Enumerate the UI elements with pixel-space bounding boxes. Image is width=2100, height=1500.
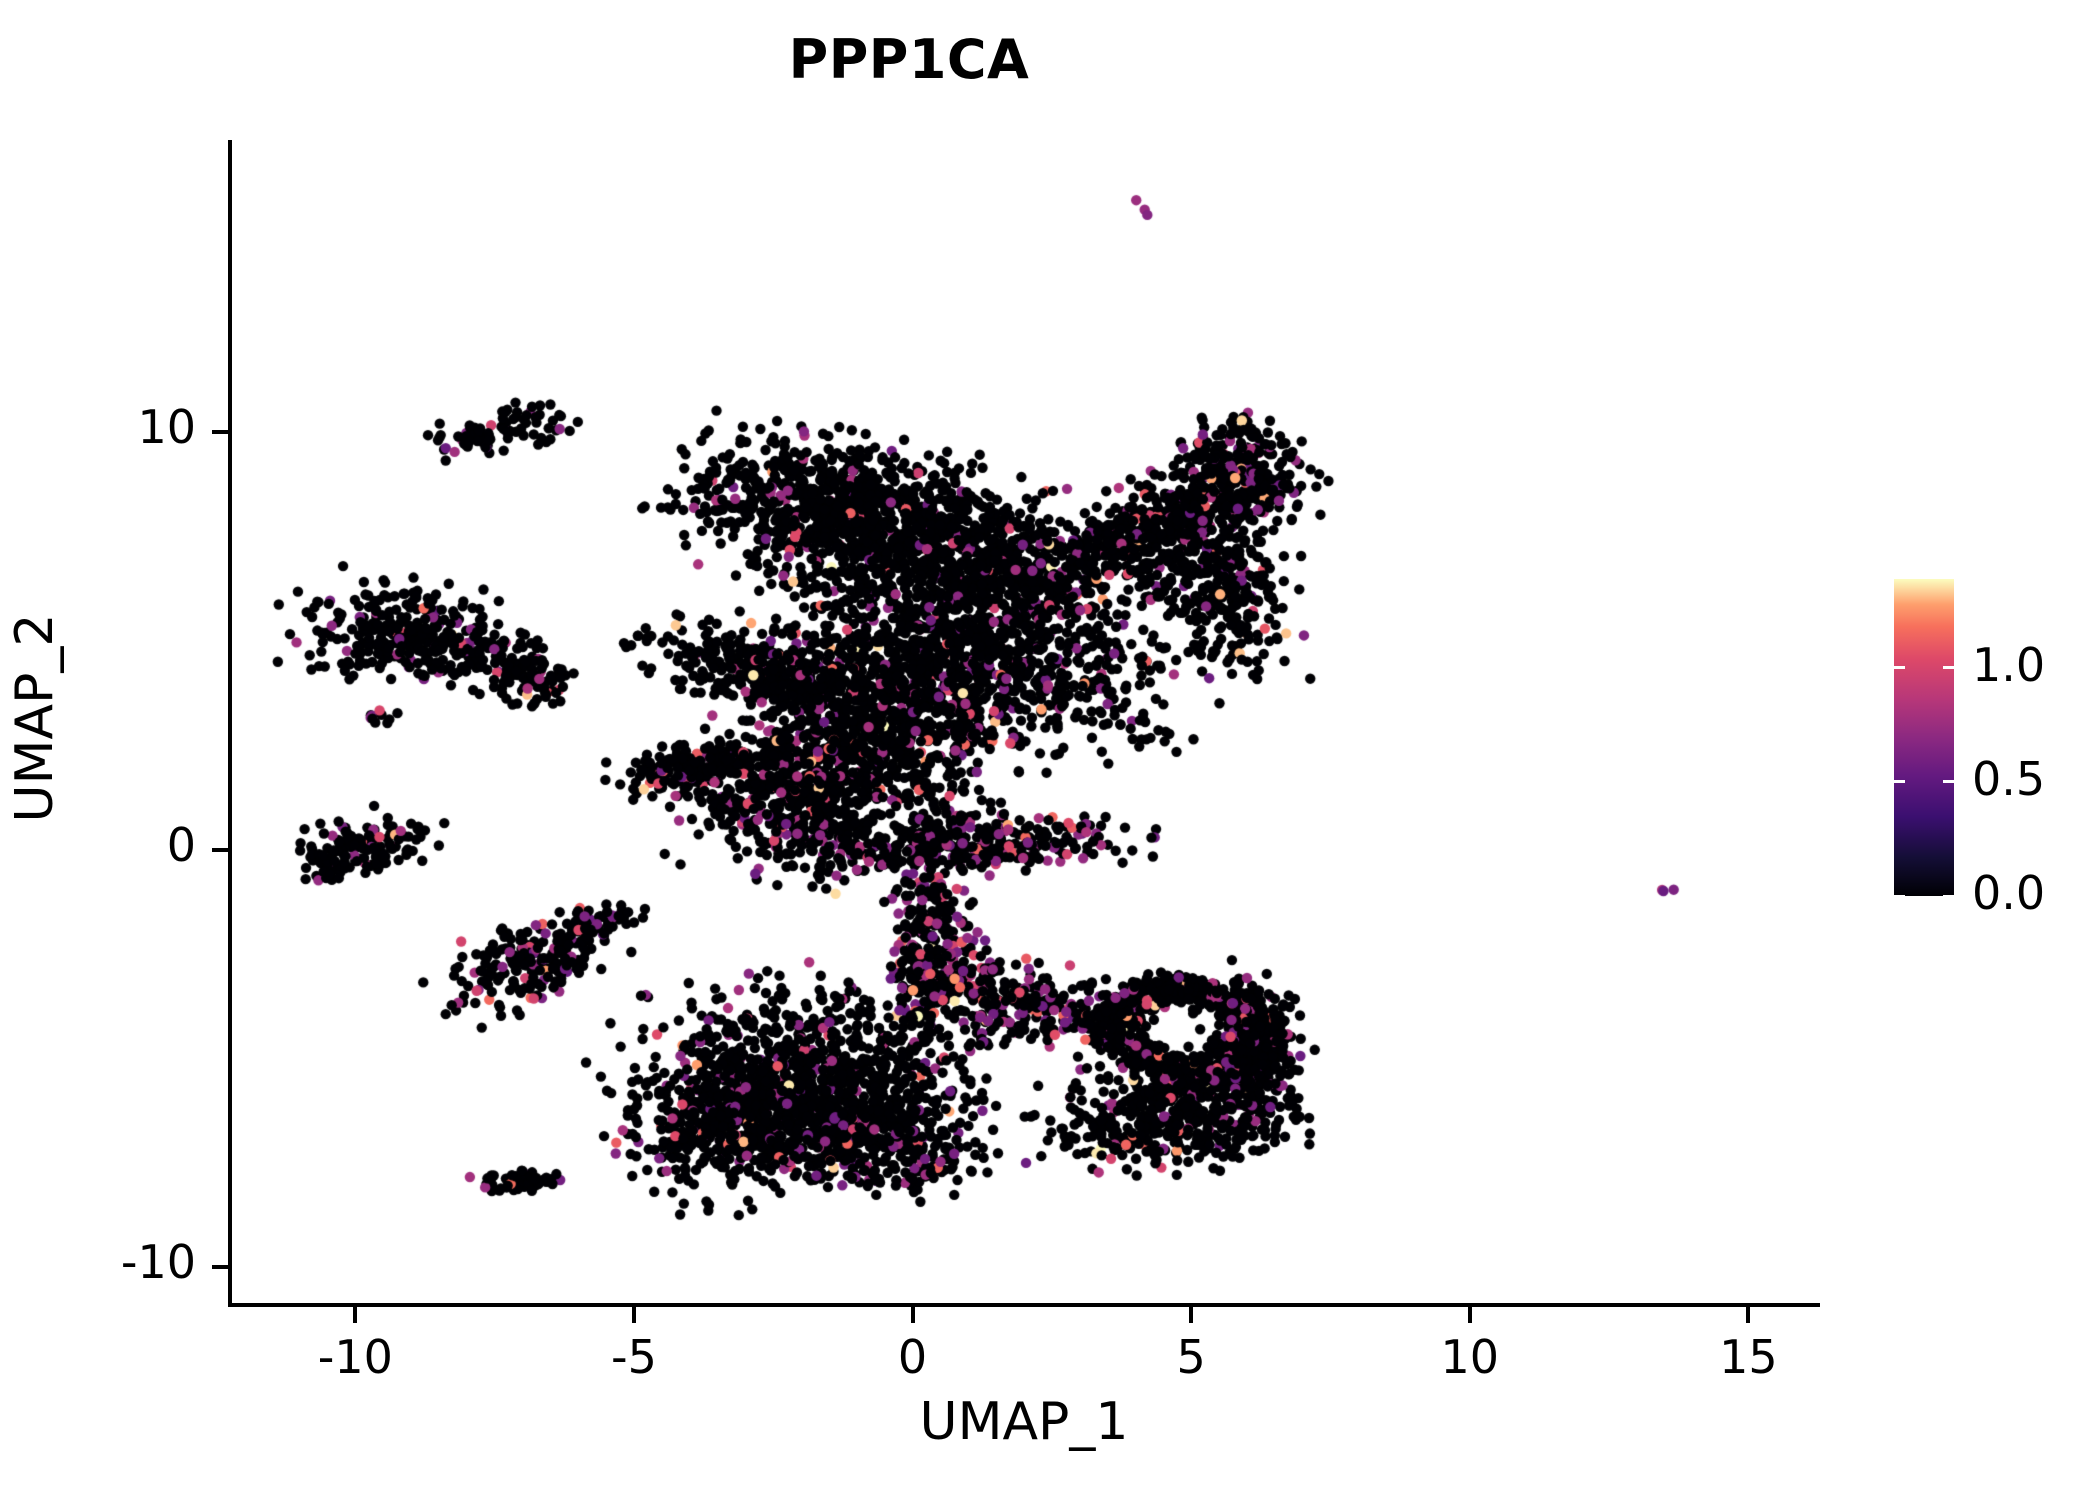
x-tick-mark [631,1307,636,1323]
x-tick-mark [1746,1307,1751,1323]
colorbar-tick-mark [1943,894,1954,898]
y-axis-spine [228,140,232,1307]
y-axis-label: UMAP_2 [5,613,65,823]
colorbar-tick-mark [1894,666,1905,670]
x-tick-label: 0 [897,1330,928,1384]
y-tick-label: 10 [137,400,196,455]
colorbar-tick-mark [1894,894,1905,898]
x-tick-mark [1467,1307,1472,1323]
colorbar-tick-mark [1894,780,1905,784]
colorbar-tick-label: 0.0 [1972,866,2046,920]
x-tick-label: 15 [1719,1330,1778,1384]
y-tick-mark [212,430,228,435]
colorbar-tick-label: 0.5 [1972,751,2046,806]
y-tick-mark [212,847,228,852]
y-tick-label: -10 [120,1235,196,1290]
x-tick-label: 10 [1440,1330,1500,1384]
colorbar-tick-mark [1943,780,1954,784]
colorbar-tick-label: 1.0 [1972,637,2046,692]
x-axis-spine [228,1303,1820,1307]
y-tick-label: 0 [166,817,196,872]
page-title: PPP1CA [788,28,1030,91]
y-tick-mark [212,1265,228,1270]
x-tick-label: -5 [611,1330,657,1384]
x-axis-label: UMAP_1 [919,1392,1129,1452]
scatter-canvas [230,140,1818,1305]
x-tick-mark [910,1307,915,1323]
colorbar: 1.0 0.5 0.0 [1894,579,2045,920]
colorbar-tick-mark [1943,666,1954,670]
colorbar-gradient [1894,579,1954,896]
x-tick-label: -10 [317,1330,393,1384]
plot-area [230,140,1818,1305]
x-tick-mark [1189,1307,1194,1323]
x-tick-mark [353,1307,358,1323]
x-tick-label: 5 [1176,1330,1206,1384]
